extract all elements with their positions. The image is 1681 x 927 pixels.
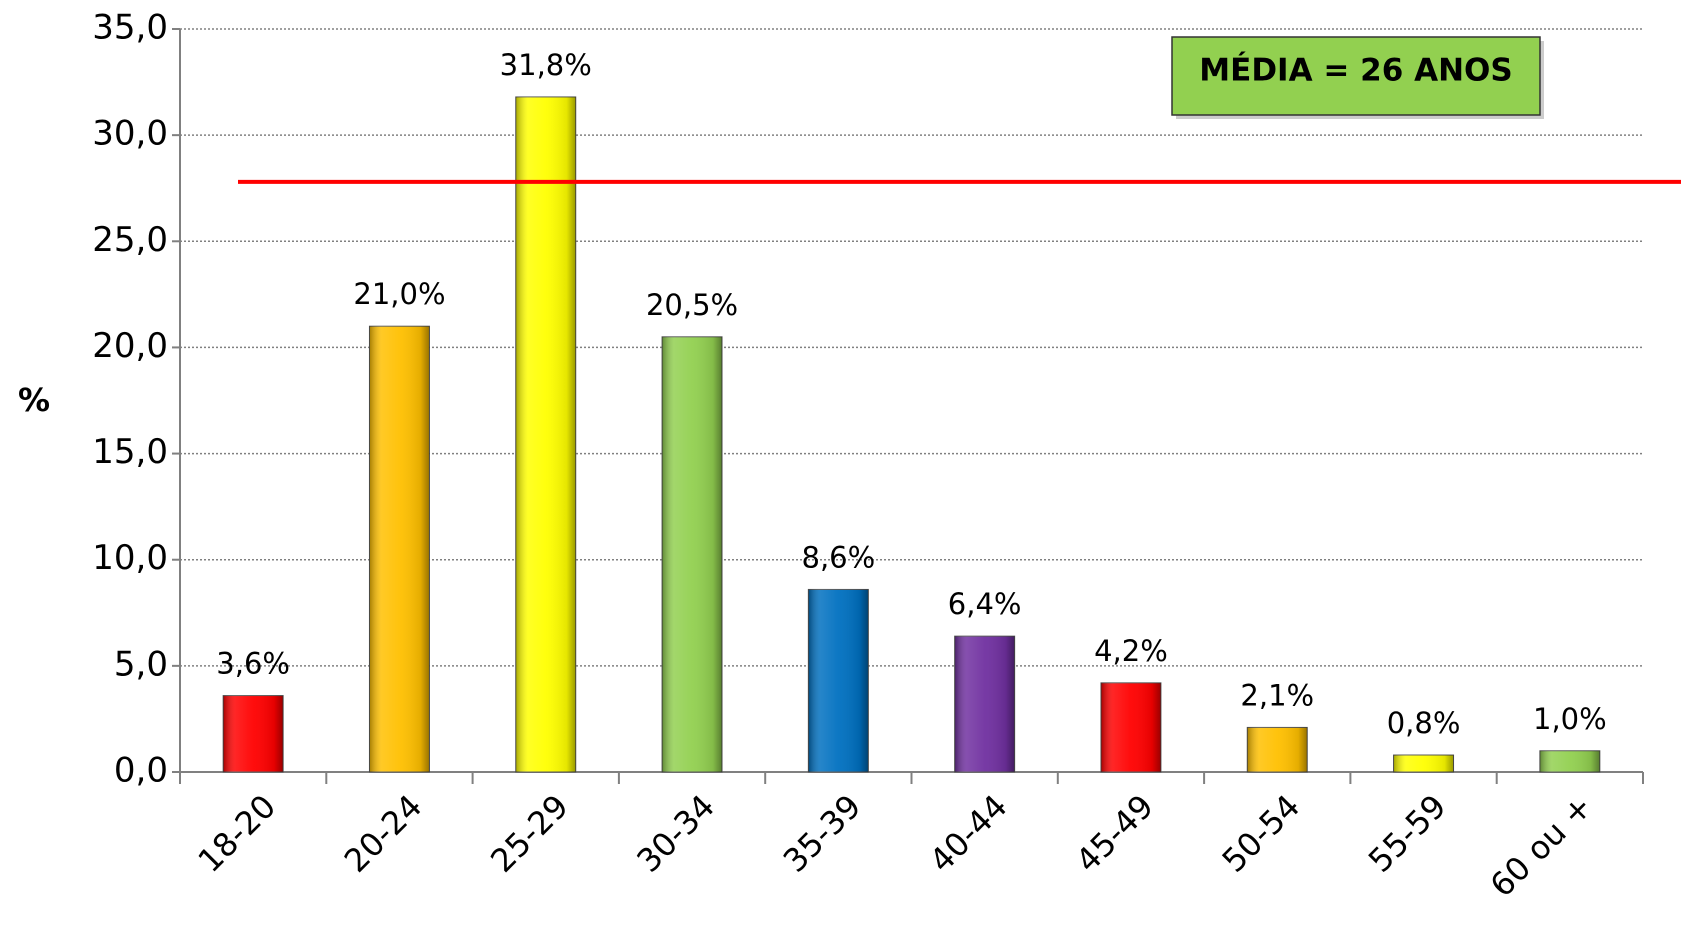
value-label: 8,6% [802,540,876,574]
x-tick-label: 20-24 [337,787,430,880]
y-tick-label: 5,0 [114,644,168,684]
bar-shade [954,636,1015,772]
bar-shade [1393,755,1454,772]
x-tick-label: 45-49 [1068,787,1161,880]
bar-shade [1100,682,1161,772]
x-tick-label: 30-34 [629,787,722,880]
bar-shade [662,336,723,772]
bar-shade [1247,727,1308,772]
x-tick-label: 55-59 [1361,787,1454,880]
value-label: 1,0% [1533,702,1607,736]
annotation-box [1171,36,1541,116]
value-label: 0,8% [1387,706,1461,740]
value-label: 3,6% [216,647,290,681]
x-tick-label: 35-39 [776,787,869,880]
x-tick-label: 40-44 [922,787,1015,880]
bar-shade [1539,750,1600,772]
bar-shade [223,695,284,772]
value-label: 31,8% [500,48,592,82]
y-tick-label: 30,0 [92,114,168,154]
x-tick-label: 50-54 [1215,787,1308,880]
x-tick-label: 60 ou + [1483,787,1600,904]
y-axis-label: % [18,381,50,419]
bar-shade [369,326,430,772]
y-tick-label: 20,0 [92,326,168,366]
y-tick-label: 10,0 [92,538,168,578]
y-tick-label: 15,0 [92,432,168,472]
y-tick-label: 25,0 [92,220,168,260]
y-tick-label: 0,0 [114,751,168,791]
value-label: 6,4% [948,587,1022,621]
value-label: 4,2% [1094,634,1168,668]
annotation: MÉDIA = 26 ANOS [1199,53,1512,89]
value-label: 2,1% [1240,678,1314,712]
y-tick-label: 35,0 [92,8,168,48]
value-label: 20,5% [646,288,738,322]
value-label: 21,0% [353,277,445,311]
bar-shade [515,96,576,773]
x-tick-label: 18-20 [191,787,284,880]
x-tick-label: 25-29 [483,787,576,880]
bar-shade [808,589,869,772]
